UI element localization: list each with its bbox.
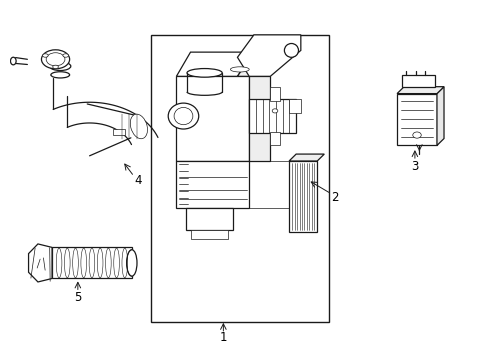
Ellipse shape [51, 72, 69, 78]
Polygon shape [190, 230, 227, 239]
Ellipse shape [131, 115, 146, 138]
Polygon shape [288, 154, 324, 161]
Bar [113, 129, 124, 135]
Polygon shape [28, 244, 52, 282]
Polygon shape [401, 75, 434, 87]
Polygon shape [288, 161, 317, 232]
Bar [52, 247, 132, 279]
Text: 5: 5 [74, 291, 81, 304]
Ellipse shape [186, 68, 222, 77]
Text: 4: 4 [134, 174, 142, 187]
Polygon shape [270, 132, 279, 145]
Text: 1: 1 [219, 331, 226, 344]
Ellipse shape [50, 62, 71, 71]
Polygon shape [237, 35, 300, 76]
Polygon shape [237, 52, 270, 76]
Polygon shape [436, 87, 443, 145]
Ellipse shape [126, 250, 137, 276]
Ellipse shape [230, 67, 249, 72]
Ellipse shape [41, 50, 69, 69]
Polygon shape [176, 161, 249, 208]
Ellipse shape [168, 103, 198, 129]
Polygon shape [185, 208, 232, 230]
Ellipse shape [10, 57, 16, 65]
Ellipse shape [63, 54, 68, 57]
Ellipse shape [42, 54, 48, 57]
Ellipse shape [53, 65, 58, 69]
Polygon shape [176, 76, 249, 161]
Polygon shape [249, 99, 296, 133]
Text: 2: 2 [331, 191, 338, 204]
Ellipse shape [412, 132, 420, 138]
Polygon shape [396, 87, 443, 94]
Ellipse shape [130, 114, 147, 139]
Ellipse shape [284, 44, 298, 57]
Polygon shape [270, 87, 279, 100]
Bar [150, 35, 328, 322]
Polygon shape [249, 76, 270, 161]
Text: 3: 3 [410, 160, 418, 173]
Bar [288, 99, 300, 113]
Bar [396, 94, 436, 145]
Polygon shape [176, 52, 253, 76]
Ellipse shape [272, 109, 277, 113]
Ellipse shape [174, 107, 192, 125]
Ellipse shape [46, 53, 65, 66]
